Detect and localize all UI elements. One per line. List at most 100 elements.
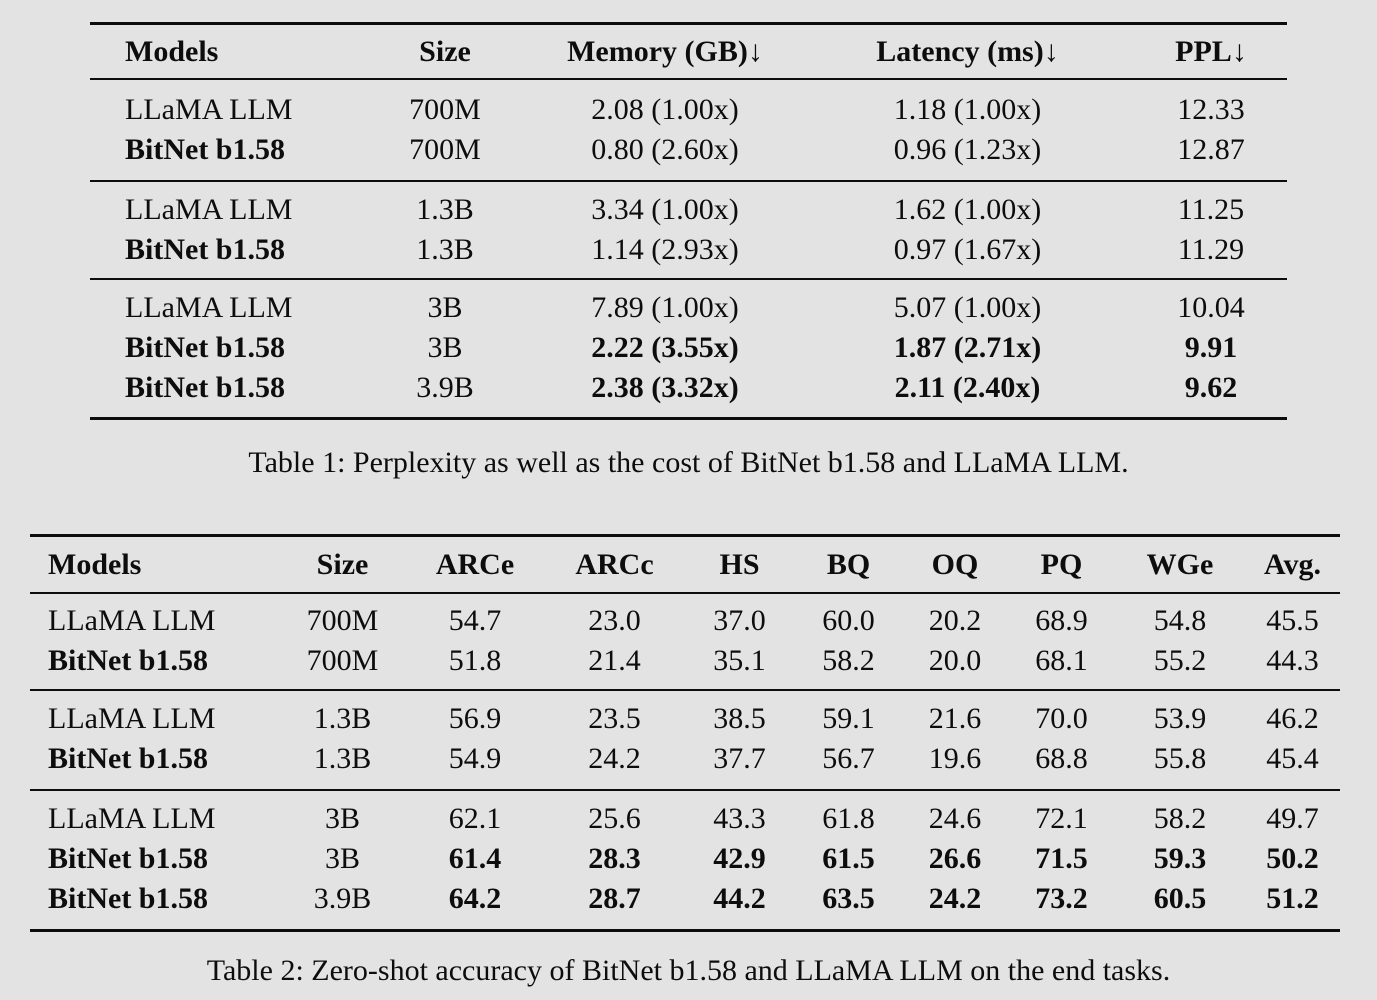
model-cell: BitNet b1.58 bbox=[48, 882, 208, 915]
pq-cell: 71.5 bbox=[1035, 842, 1088, 875]
model-cell: BitNet b1.58 bbox=[125, 233, 285, 266]
model-cell: BitNet b1.58 bbox=[48, 644, 208, 677]
table-row: BitNet b1.58 1.3B 54.9 24.2 37.7 56.7 19… bbox=[30, 739, 1340, 779]
table1-perplexity-cost: Models Size Memory (GB)↓ Latency (ms)↓ P… bbox=[90, 22, 1287, 420]
arcc-cell: 24.2 bbox=[588, 742, 641, 775]
pq-cell: 73.2 bbox=[1035, 882, 1088, 915]
memory-cell: 2.22 (3.55x) bbox=[591, 331, 739, 364]
hs-cell: 37.0 bbox=[713, 604, 766, 637]
table2-group-3b: LLaMA LLM 3B 62.1 25.6 43.3 61.8 24.6 72… bbox=[30, 791, 1340, 929]
col-latency: Latency (ms)↓ bbox=[876, 34, 1059, 68]
table-row: LLaMA LLM 700M 2.08 (1.00x) 1.18 (1.00x)… bbox=[90, 90, 1287, 130]
latency-cell: 5.07 (1.00x) bbox=[893, 291, 1042, 324]
memory-cell: 3.34 (1.00x) bbox=[591, 193, 739, 226]
table1-group-3b: LLaMA LLM 3B 7.89 (1.00x) 5.07 (1.00x) 1… bbox=[90, 280, 1287, 417]
bq-cell: 56.7 bbox=[822, 742, 875, 775]
oq-cell: 24.2 bbox=[928, 882, 982, 915]
pq-cell: 72.1 bbox=[1035, 802, 1088, 835]
arcc-cell: 21.4 bbox=[588, 644, 641, 677]
avg-cell: 44.3 bbox=[1266, 644, 1319, 677]
col-memory: Memory (GB)↓ bbox=[567, 34, 763, 68]
table-rule bbox=[30, 789, 1340, 791]
oq-cell: 24.6 bbox=[928, 802, 982, 835]
table-rule bbox=[30, 592, 1340, 594]
bq-cell: 63.5 bbox=[822, 882, 875, 915]
wge-cell: 54.8 bbox=[1153, 604, 1207, 637]
arcc-cell: 25.6 bbox=[588, 802, 641, 835]
table1-header-row: Models Size Memory (GB)↓ Latency (ms)↓ P… bbox=[90, 25, 1287, 78]
table2-header-row: Models Size ARCe ARCc HS BQ OQ PQ WGe Av… bbox=[30, 537, 1340, 592]
col-pq: PQ bbox=[1040, 547, 1083, 581]
model-cell: LLaMA LLM bbox=[48, 702, 216, 735]
oq-cell: 21.6 bbox=[928, 702, 982, 735]
latency-cell: 1.18 (1.00x) bbox=[893, 93, 1042, 126]
table-rule bbox=[30, 929, 1340, 932]
table1-group-1-3b: LLaMA LLM 1.3B 3.34 (1.00x) 1.62 (1.00x)… bbox=[90, 182, 1287, 278]
table-row: BitNet b1.58 700M 0.80 (2.60x) 0.96 (1.2… bbox=[90, 130, 1287, 170]
memory-cell: 0.80 (2.60x) bbox=[591, 133, 739, 166]
memory-cell: 2.38 (3.32x) bbox=[591, 371, 739, 404]
arce-cell: 61.4 bbox=[448, 842, 502, 875]
bq-cell: 58.2 bbox=[822, 644, 875, 677]
oq-cell: 26.6 bbox=[928, 842, 982, 875]
hs-cell: 42.9 bbox=[713, 842, 766, 875]
model-cell: BitNet b1.58 bbox=[48, 742, 208, 775]
table-row: BitNet b1.58 3B 61.4 28.3 42.9 61.5 26.6… bbox=[30, 839, 1340, 879]
pq-cell: 68.8 bbox=[1035, 742, 1088, 775]
ppl-cell: 11.25 bbox=[1177, 193, 1245, 226]
avg-cell: 49.7 bbox=[1266, 802, 1319, 835]
avg-cell: 51.2 bbox=[1266, 882, 1319, 915]
latency-cell: 0.97 (1.67x) bbox=[893, 233, 1042, 266]
ppl-cell: 9.91 bbox=[1184, 331, 1238, 364]
pq-cell: 68.1 bbox=[1035, 644, 1088, 677]
memory-cell: 2.08 (1.00x) bbox=[591, 93, 739, 126]
table2-zero-shot-accuracy: Models Size ARCe ARCc HS BQ OQ PQ WGe Av… bbox=[30, 534, 1340, 932]
hs-cell: 37.7 bbox=[713, 742, 766, 775]
ppl-cell: 9.62 bbox=[1184, 371, 1238, 404]
bq-cell: 59.1 bbox=[822, 702, 875, 735]
table-row: LLaMA LLM 700M 54.7 23.0 37.0 60.0 20.2 … bbox=[30, 601, 1340, 641]
memory-cell: 7.89 (1.00x) bbox=[591, 291, 739, 324]
bq-cell: 60.0 bbox=[822, 604, 875, 637]
table1-caption: Table 1: Perplexity as well as the cost … bbox=[248, 446, 1129, 479]
wge-cell: 58.2 bbox=[1153, 802, 1207, 835]
table-rule bbox=[30, 689, 1340, 691]
table-rule bbox=[90, 180, 1287, 182]
size-cell: 3.9B bbox=[416, 371, 474, 404]
ppl-cell: 11.29 bbox=[1177, 233, 1245, 266]
model-cell: LLaMA LLM bbox=[48, 604, 216, 637]
model-cell: BitNet b1.58 bbox=[125, 133, 285, 166]
model-cell: LLaMA LLM bbox=[48, 802, 216, 835]
table-row: BitNet b1.58 3.9B 64.2 28.7 44.2 63.5 24… bbox=[30, 879, 1340, 919]
table1-group-700m: LLaMA LLM 700M 2.08 (1.00x) 1.18 (1.00x)… bbox=[90, 80, 1287, 180]
table-rule bbox=[90, 78, 1287, 80]
model-cell: BitNet b1.58 bbox=[125, 331, 285, 364]
model-cell: LLaMA LLM bbox=[125, 93, 293, 126]
col-avg: Avg. bbox=[1264, 547, 1321, 581]
table-rule bbox=[90, 278, 1287, 280]
bq-cell: 61.5 bbox=[822, 842, 875, 875]
table2-caption: Table 2: Zero-shot accuracy of BitNet b1… bbox=[206, 954, 1171, 987]
table-row: LLaMA LLM 1.3B 3.34 (1.00x) 1.62 (1.00x)… bbox=[90, 190, 1287, 230]
size-cell: 1.3B bbox=[313, 702, 372, 735]
hs-cell: 43.3 bbox=[713, 802, 766, 835]
size-cell: 3B bbox=[427, 291, 463, 324]
table-row: BitNet b1.58 3B 2.22 (3.55x) 1.87 (2.71x… bbox=[90, 328, 1287, 368]
col-arcc: ARCc bbox=[575, 547, 654, 581]
arce-cell: 64.2 bbox=[448, 882, 502, 915]
table-row: LLaMA LLM 3B 62.1 25.6 43.3 61.8 24.6 72… bbox=[30, 799, 1340, 839]
col-models: Models bbox=[48, 547, 142, 581]
size-cell: 1.3B bbox=[313, 742, 372, 775]
latency-cell: 1.87 (2.71x) bbox=[893, 331, 1042, 364]
col-size: Size bbox=[419, 34, 471, 68]
hs-cell: 44.2 bbox=[713, 882, 766, 915]
size-cell: 3B bbox=[324, 842, 360, 875]
oq-cell: 20.0 bbox=[928, 644, 982, 677]
arcc-cell: 28.3 bbox=[588, 842, 641, 875]
size-cell: 1.3B bbox=[416, 193, 474, 226]
oq-cell: 19.6 bbox=[928, 742, 982, 775]
model-cell: LLaMA LLM bbox=[125, 193, 293, 226]
size-cell: 700M bbox=[409, 93, 481, 126]
size-cell: 700M bbox=[306, 604, 379, 637]
arcc-cell: 28.7 bbox=[588, 882, 641, 915]
